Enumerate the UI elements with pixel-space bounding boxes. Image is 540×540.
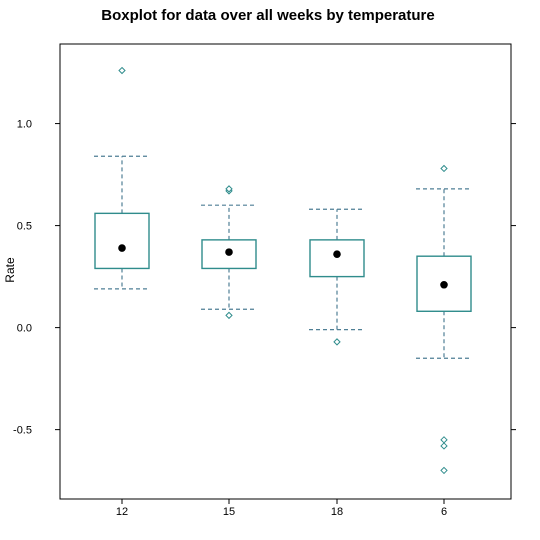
x-tick-label: 18	[331, 506, 343, 518]
median-point	[440, 280, 448, 289]
chart-title: Boxplot for data over all weeks by tempe…	[101, 7, 434, 24]
interquartile-box	[309, 239, 365, 278]
plot-frame-layer	[59, 43, 512, 500]
x-tick-label: 12	[116, 506, 128, 518]
interquartile-box	[416, 255, 472, 312]
y-tick-label: 0.5	[17, 221, 32, 233]
box-layer	[94, 66, 472, 475]
outlier-point	[440, 164, 448, 173]
outlier-point	[440, 442, 448, 450]
plot-frame	[59, 43, 512, 500]
median-point	[118, 244, 126, 252]
median-point	[333, 250, 341, 258]
outlier-point	[225, 311, 233, 320]
outlier-point	[118, 66, 126, 75]
median-point	[225, 248, 233, 256]
outlier-point	[225, 185, 233, 193]
x-tick-label: 15	[223, 506, 235, 518]
interquartile-box	[201, 239, 257, 270]
axes-layer: 1.0 0.5 0.0 -0.5 12 15 18 6	[13, 119, 516, 518]
outlier-point	[440, 466, 448, 475]
interquartile-box	[94, 212, 150, 270]
outlier-point	[333, 338, 341, 346]
y-tick-label: 1.0	[17, 119, 32, 131]
y-tick-label: -0.5	[13, 425, 32, 437]
y-tick-label: 0.0	[17, 323, 32, 335]
x-tick-label: 6	[441, 506, 447, 518]
y-axis-label: Rate	[3, 257, 17, 283]
